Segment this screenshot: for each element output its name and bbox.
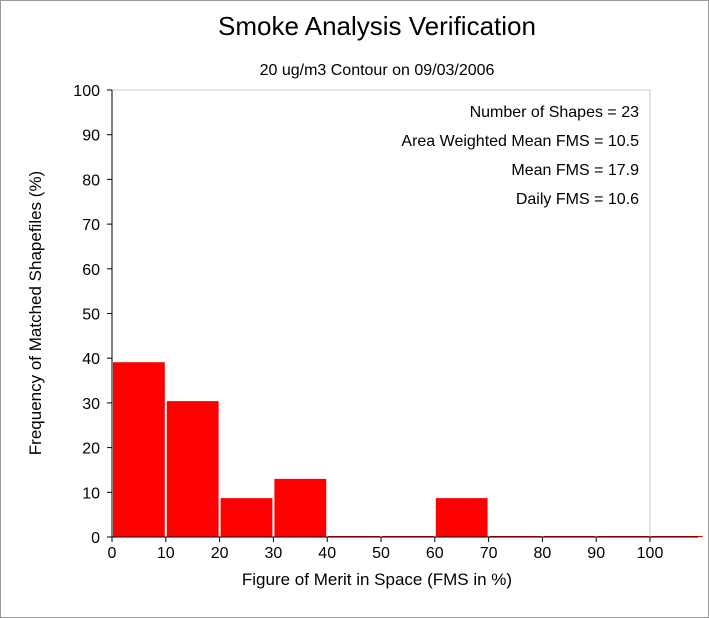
x-tick-label: 0 [108,545,117,562]
y-tick-label: 30 [82,396,100,413]
bar-3 [274,478,327,537]
chart-title: Smoke Analysis Verification [218,11,536,41]
y-tick-label: 0 [91,530,100,547]
chart-subtitle: 20 ug/m3 Contour on 09/03/2006 [260,62,495,79]
statistics-annotations: Number of Shapes = 23 Area Weighted Mean … [401,104,639,208]
x-axis-label: Figure of Merit in Space (FMS in %) [242,570,512,589]
y-tick-label: 20 [82,441,100,458]
y-tick-label: 40 [82,351,100,368]
x-tick-label: 50 [372,545,390,562]
y-tick-label: 70 [82,217,100,234]
x-tick-label: 40 [318,545,336,562]
y-axis-label: Frequency of Matched Shapefiles (%) [26,171,45,455]
y-tick-label: 10 [82,485,100,502]
y-ticks-group: 0 10 20 30 40 50 60 70 80 90 100 [73,83,112,547]
annotation-line-1: Area Weighted Mean FMS = 10.5 [401,133,639,150]
bar-1 [166,401,219,537]
x-tick-label: 90 [587,545,605,562]
plot-area [112,89,651,537]
y-tick-label: 100 [73,83,100,100]
bar-0 [113,362,165,537]
annotation-line-3: Daily FMS = 10.6 [516,191,639,208]
annotation-line-2: Mean FMS = 17.9 [511,162,639,179]
x-ticks-group: 0 10 20 30 40 50 60 70 80 90 100 [108,537,664,562]
y-tick-label: 60 [82,262,100,279]
x-tick-label: 70 [480,545,498,562]
bars-group [113,362,703,537]
x-tick-label: 100 [637,545,664,562]
x-tick-label: 60 [426,545,444,562]
x-tick-label: 80 [534,545,552,562]
x-tick-label: 10 [157,545,175,562]
y-tick-label: 80 [82,172,100,189]
x-tick-label: 30 [265,545,283,562]
bar-2 [220,498,273,537]
y-tick-label: 50 [82,307,100,324]
bar-6 [435,498,488,537]
annotation-line-0: Number of Shapes = 23 [470,104,640,121]
y-tick-label: 90 [82,128,100,145]
x-tick-label: 20 [211,545,229,562]
